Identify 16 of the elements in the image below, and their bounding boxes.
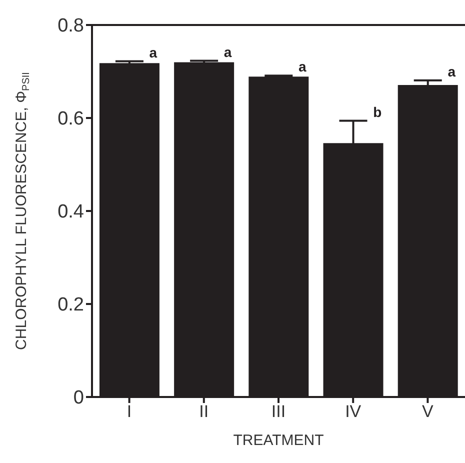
- x-tick-label: I: [126, 402, 132, 422]
- annotation: a: [298, 58, 306, 75]
- annotation: a: [149, 44, 158, 60]
- y-tick-label: 0: [73, 388, 84, 409]
- annotation: b: [373, 104, 382, 120]
- x-tick-label: III: [271, 402, 286, 422]
- annotation: a: [224, 44, 232, 60]
- y-tick-label: 0.8: [58, 16, 84, 37]
- x-axis-title: TREATMENT: [233, 432, 324, 449]
- x-tick-label: II: [199, 402, 209, 422]
- annotation: a: [448, 63, 456, 80]
- x-tick-label: IV: [345, 402, 362, 422]
- x-tick-label: V: [422, 402, 434, 422]
- y-tick-label: 0.6: [58, 108, 84, 130]
- y-tick-label: 0.2: [58, 294, 84, 316]
- y-tick-label: 0.4: [58, 202, 84, 223]
